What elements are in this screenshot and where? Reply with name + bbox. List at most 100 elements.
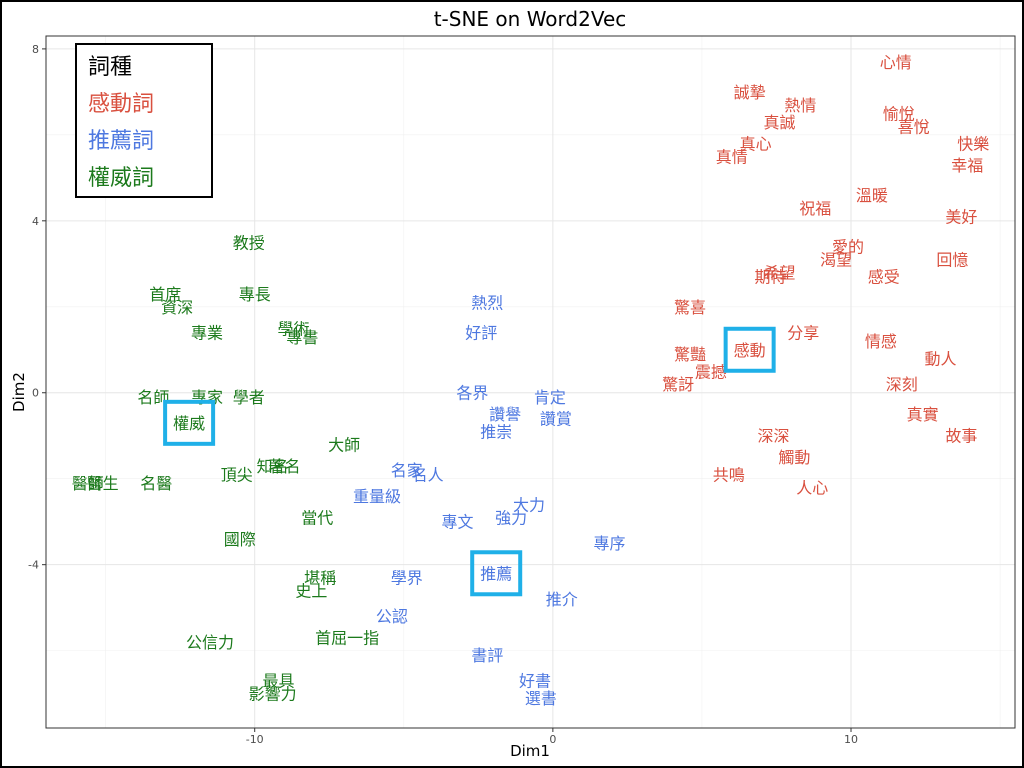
point-label: 真實: [907, 405, 939, 424]
point-label: 推薦: [480, 564, 512, 583]
point-label: 熱烈: [471, 293, 503, 312]
point-label: 驚喜: [674, 298, 706, 317]
point-label: 專書: [286, 328, 318, 347]
point-label: 各界: [456, 384, 488, 403]
point-label: 堪稱: [304, 569, 336, 588]
point-label: 真心: [740, 134, 772, 153]
point-label: 書評: [471, 646, 503, 665]
point-label: 深刻: [886, 375, 918, 394]
point-label: 著名: [269, 457, 301, 476]
highlight-box: [470, 550, 523, 597]
chart-title: t-SNE on Word2Vec: [434, 7, 627, 31]
point-label: 專文: [441, 513, 473, 532]
point-label: 快樂: [957, 134, 989, 153]
point-label: 資深: [161, 298, 193, 317]
legend-entry: 感動詞: [88, 92, 154, 117]
point-label: 專長: [239, 285, 271, 304]
point-label: 誠摯: [734, 83, 766, 102]
point-label: 感動: [734, 341, 766, 360]
point-label: 感受: [868, 268, 900, 287]
point-label: 名家: [391, 461, 423, 480]
point-label: 醫生: [87, 474, 119, 493]
point-label: 喜悅: [898, 117, 930, 136]
x-axis-title: Dim1: [510, 742, 550, 760]
point-label: 好評: [465, 324, 497, 343]
point-label: 專序: [594, 534, 626, 553]
point-label: 愛的: [832, 238, 864, 257]
point-label: 情感: [865, 332, 897, 351]
legend-box: [75, 43, 213, 198]
point-label: 醫師: [72, 474, 104, 493]
point-label: 教授: [233, 233, 265, 252]
point-label: 大力: [513, 495, 545, 514]
point-label: 公認: [376, 607, 408, 626]
grid: [46, 36, 1015, 728]
point-label: 權威: [173, 414, 205, 433]
y-tick-label: 8: [32, 43, 39, 56]
point-label: 驚訝: [662, 375, 694, 394]
point-label: 祝福: [799, 199, 831, 218]
point-label: 共鳴: [713, 465, 745, 484]
point-label: 知名: [257, 457, 289, 476]
point-label: 驚豔: [674, 345, 706, 364]
point-label: 震撼: [695, 362, 727, 381]
point-label: 熱情: [784, 96, 816, 115]
point-label: 動人: [924, 349, 956, 368]
point-label: 最具: [263, 672, 295, 691]
point-label: 觸動: [778, 448, 810, 467]
legend-title: 詞種: [88, 55, 132, 80]
point-label: 公信力: [186, 633, 234, 652]
highlight-box: [163, 399, 216, 446]
point-label: 當代: [301, 508, 333, 527]
y-axis-title: Dim2: [10, 372, 28, 412]
point-label: 重量級: [353, 487, 401, 506]
point-label: 名師: [137, 388, 169, 407]
point-label: 深深: [757, 427, 789, 446]
point-label: 史上: [295, 581, 327, 600]
point-label: 名人: [412, 465, 444, 484]
point-label: 好書: [519, 672, 551, 691]
y-tick-label: 0: [32, 387, 39, 400]
point-label: 期待: [755, 268, 787, 287]
point-label: 影響力: [249, 685, 297, 704]
point-label: 讚賞: [540, 410, 572, 429]
point-label: 首席: [149, 285, 181, 304]
point-label: 分享: [787, 324, 819, 343]
point-label: 名醫: [140, 474, 172, 493]
point-label: 肯定: [534, 388, 566, 407]
y-tick-label: 4: [32, 215, 39, 228]
point-label: 渴望: [820, 251, 852, 270]
point-label: 幸福: [951, 156, 983, 175]
point-label: 讚譽: [489, 405, 521, 424]
point-label: 學術: [277, 319, 309, 338]
point-label: 真情: [716, 147, 748, 166]
point-label: 強力: [495, 508, 527, 527]
legend-entry: 權威詞: [88, 166, 154, 191]
point-label: 故事: [945, 427, 977, 446]
highlight-boxes: [163, 326, 776, 597]
point-label: 選書: [525, 689, 557, 708]
point-label: 學者: [233, 388, 265, 407]
point-label: 美好: [945, 208, 977, 227]
point-label: 推介: [546, 590, 578, 609]
highlight-box: [723, 326, 776, 373]
point-label: 專家: [191, 388, 223, 407]
x-tick-label: 0: [549, 733, 556, 746]
point-label: 愉悅: [883, 104, 915, 123]
point-label: 專業: [191, 324, 223, 343]
point-label: 溫暖: [856, 186, 888, 205]
panel-border: [45, 35, 1016, 729]
y-tick-label: -4: [28, 559, 39, 572]
legend-entry: 推薦詞: [88, 129, 154, 154]
point-label: 國際: [224, 530, 256, 549]
point-label: 推崇: [480, 422, 512, 441]
axis-ticks: -10 0 10 -4 0 4 8: [28, 43, 858, 746]
point-label: 回憶: [936, 251, 968, 270]
point-label: 首屈一指: [315, 629, 379, 648]
x-tick-label: 10: [844, 733, 858, 746]
point-label: 人心: [796, 478, 828, 497]
x-tick-label: -10: [246, 733, 264, 746]
point-label: 希望: [763, 263, 795, 282]
